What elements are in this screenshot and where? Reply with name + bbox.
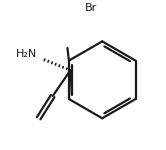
Text: H₂N: H₂N — [15, 49, 37, 59]
Text: Br: Br — [85, 3, 97, 13]
